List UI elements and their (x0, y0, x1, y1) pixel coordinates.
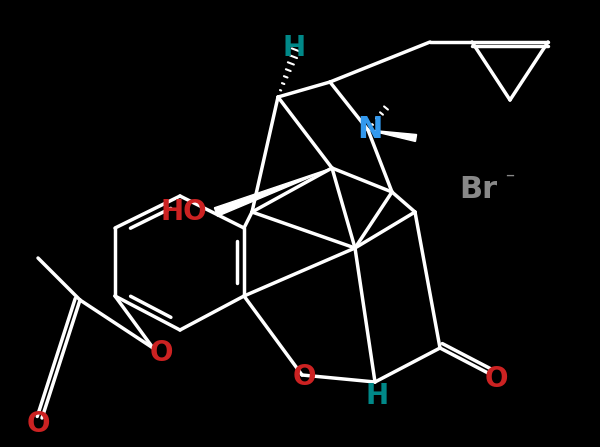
Text: N: N (358, 115, 383, 144)
Text: H: H (365, 382, 389, 410)
Text: HO: HO (161, 198, 208, 226)
Text: O: O (292, 363, 316, 391)
Text: O: O (26, 410, 50, 438)
Text: O: O (149, 339, 173, 367)
Polygon shape (368, 130, 416, 141)
Text: H: H (283, 34, 305, 62)
Text: Br: Br (459, 176, 497, 204)
Polygon shape (214, 168, 332, 216)
Text: O: O (484, 365, 508, 393)
Text: –: – (505, 166, 515, 184)
